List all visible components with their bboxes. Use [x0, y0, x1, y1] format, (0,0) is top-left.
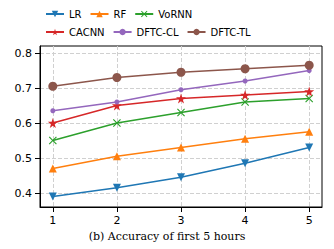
svg-text:DFTC-TL: DFTC-TL: [211, 27, 252, 38]
svg-text:0.6: 0.6: [15, 117, 33, 130]
svg-text:DFTC-CL: DFTC-CL: [137, 27, 179, 38]
svg-text:4: 4: [242, 214, 249, 227]
svg-text:0.4: 0.4: [15, 187, 33, 200]
svg-text:(b) Accuracy of first 5 hours: (b) Accuracy of first 5 hours: [89, 230, 246, 243]
svg-text:0.5: 0.5: [15, 152, 33, 165]
svg-text:RF: RF: [114, 9, 127, 20]
svg-text:5: 5: [306, 214, 313, 227]
svg-text:LR: LR: [69, 9, 82, 20]
svg-text:3: 3: [178, 214, 185, 227]
svg-text:2: 2: [113, 214, 120, 227]
svg-text:0.8: 0.8: [15, 47, 33, 60]
svg-text:CACNN: CACNN: [69, 27, 105, 38]
svg-text:1: 1: [49, 214, 56, 227]
svg-text:VoRNN: VoRNN: [158, 9, 192, 20]
svg-text:0.7: 0.7: [15, 82, 33, 95]
